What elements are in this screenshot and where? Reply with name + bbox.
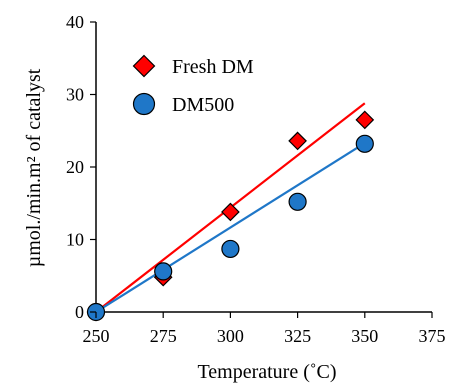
x-tick-label: 350	[351, 326, 378, 346]
x-axis-title: Temperature (˚C)	[197, 361, 336, 383]
y-tick-label: 0	[75, 302, 84, 322]
legend: Fresh DM DM500	[132, 54, 254, 116]
x-tick-label: 325	[284, 326, 311, 346]
y-tick-label: 40	[66, 12, 84, 32]
x-tick-label: 375	[419, 326, 446, 346]
y-tick-label: 30	[66, 85, 84, 105]
y-axis-title: µmol./min.m² of catalyst	[23, 68, 45, 267]
y-axis-ticks: 0 10 20 30 40	[66, 12, 96, 322]
data-point	[288, 192, 307, 211]
x-tick-label: 250	[83, 326, 110, 346]
y-tick-label: 20	[66, 157, 84, 177]
data-point	[355, 134, 374, 153]
data-point	[221, 202, 240, 222]
legend-label: DM500	[172, 94, 234, 116]
legend-marker	[132, 54, 156, 78]
data-point	[288, 131, 307, 151]
y-tick-label: 10	[66, 230, 84, 250]
data-point	[154, 262, 173, 281]
data-point	[221, 239, 240, 259]
legend-label: Fresh DM	[172, 56, 254, 78]
data-point	[355, 110, 375, 130]
legend-marker	[132, 92, 156, 116]
x-tick-label: 275	[150, 326, 177, 346]
fit-line	[95, 142, 366, 313]
x-tick-label: 300	[217, 326, 244, 346]
x-axis-ticks: 250 275 300 325 350 375	[83, 312, 446, 346]
